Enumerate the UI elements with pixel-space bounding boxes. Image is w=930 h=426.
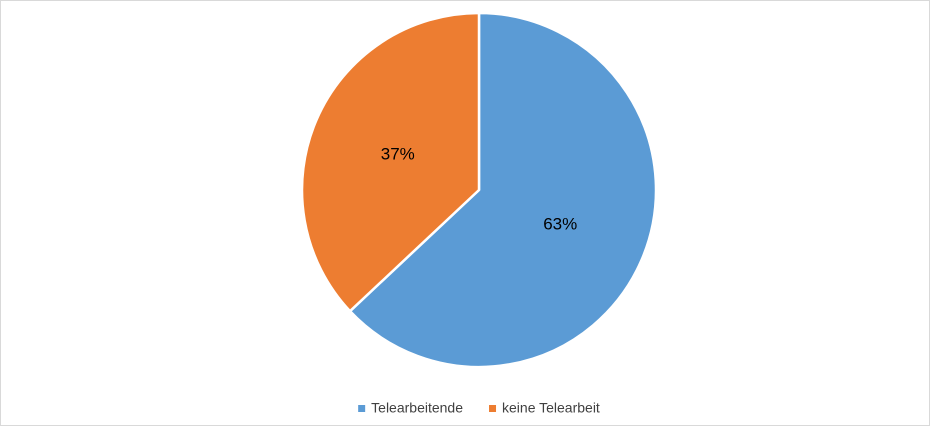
value-label: 37% bbox=[381, 144, 415, 163]
legend-swatch bbox=[358, 405, 366, 412]
data-labels: 63% 37% bbox=[381, 144, 577, 233]
pie-slice bbox=[348, 11, 658, 369]
legend-text: Telearbeitende bbox=[371, 400, 463, 416]
legend-item: keine Telearbeit bbox=[489, 400, 600, 416]
legend: Telearbeitende keine Telearbeit bbox=[358, 400, 600, 416]
value-label: 63% bbox=[543, 215, 577, 234]
legend-text: keine Telearbeit bbox=[502, 400, 600, 416]
pie bbox=[300, 11, 658, 369]
pie-slice bbox=[300, 11, 481, 313]
legend-item: Telearbeitende bbox=[358, 400, 463, 416]
legend-swatch bbox=[489, 405, 497, 412]
